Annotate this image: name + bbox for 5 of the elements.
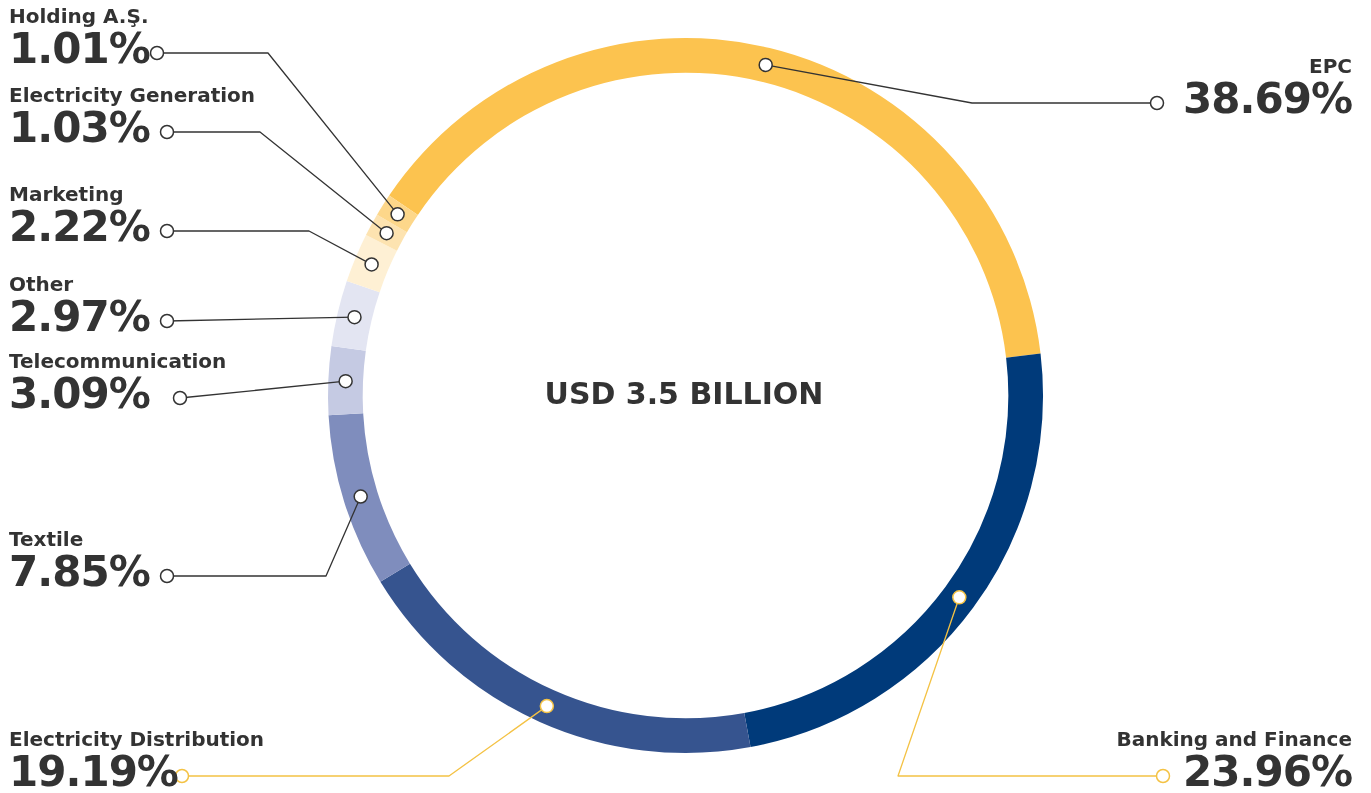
- slice-label: Electricity Distribution: [9, 727, 265, 751]
- slice-label: Marketing: [9, 182, 125, 206]
- text: USD 3.5 BILLION: [544, 375, 824, 411]
- slice-label: Holding A.Ş.: [9, 4, 150, 28]
- slice-label: Electricity Generation: [9, 83, 256, 107]
